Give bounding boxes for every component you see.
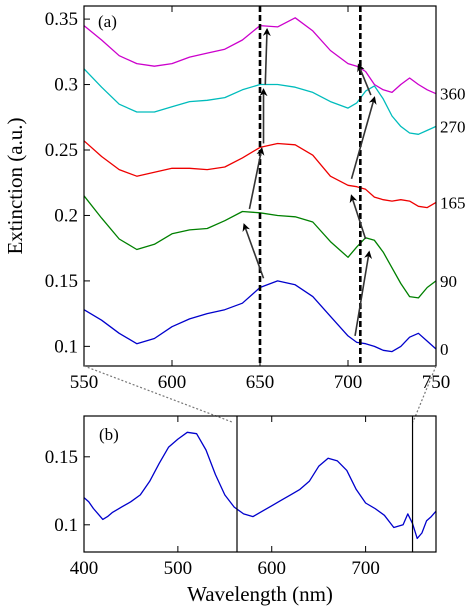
panel-b-xlabel: Wavelength (nm)	[187, 582, 333, 606]
arrow-5	[349, 194, 367, 240]
panel-a-arrows	[242, 27, 377, 337]
y-tick-label: 0.35	[45, 9, 78, 30]
series-line-90	[83, 195, 437, 299]
y-tick-label: 0.2	[54, 205, 78, 226]
panel-a: 550 600 650 700 750 0.1 0.15 0.2 0.25 0.3 0.35 (a)…	[3, 5, 466, 393]
y-tick-label: 0.1	[54, 336, 78, 357]
panel-b-traces	[83, 431, 437, 540]
arrow-6	[350, 96, 377, 180]
x-tick-label: 500	[164, 558, 193, 579]
panel-a-traces	[83, 17, 437, 353]
x-tick-label: 400	[70, 558, 99, 579]
panel-b: 400 500 600 700 0.1 0.15 (b) Wavelength (nm)	[45, 415, 437, 606]
panel-b-ticks: 400 500 600 700 0.1 0.15	[45, 416, 380, 579]
angle-label-0: 0	[440, 340, 449, 359]
angle-label-270: 270	[440, 117, 466, 136]
panel-a-dashed-lines	[258, 6, 362, 366]
series-line-165	[83, 140, 437, 209]
x-tick-label: 700	[334, 372, 363, 393]
arrow-0	[242, 223, 265, 279]
x-tick-label: 750	[422, 372, 451, 393]
x-tick-label: 650	[246, 372, 275, 393]
x-tick-label: 550	[70, 372, 99, 393]
arrow-3	[262, 27, 271, 85]
panel-a-ticks: 550 600 650 700 750 0.1 0.15 0.2 0.25 0.3 0.35	[45, 6, 451, 393]
x-tick-label: 700	[351, 558, 380, 579]
y-tick-label: 0.3	[54, 75, 78, 96]
panel-b-label: (b)	[99, 425, 119, 444]
arrow-7	[357, 63, 372, 96]
panel-b-vertical-lines	[236, 416, 414, 552]
angle-label-360: 360	[440, 85, 466, 104]
y-tick-label: 0.15	[45, 271, 78, 292]
y-tick-label: 0.25	[45, 140, 78, 161]
panel-a-angle-labels: 0 90 165 270 360	[440, 85, 466, 359]
x-tick-label: 600	[257, 558, 286, 579]
panel-b-frame	[83, 415, 437, 553]
panel-a-label: (a)	[98, 12, 117, 31]
series-line-270	[83, 68, 437, 135]
arrow-4	[354, 250, 373, 337]
series-line-0	[83, 280, 437, 353]
arrow-1	[248, 147, 265, 210]
y-tick-label: 0.1	[54, 515, 78, 536]
x-tick-label: 600	[158, 372, 187, 393]
panel-a-ylabel: Extinction (a.u.)	[3, 117, 27, 254]
angle-label-90: 90	[440, 272, 457, 291]
series-line-0	[83, 431, 437, 540]
y-tick-label: 0.15	[45, 447, 78, 468]
angle-label-165: 165	[440, 193, 466, 212]
series-line-360	[83, 17, 437, 95]
